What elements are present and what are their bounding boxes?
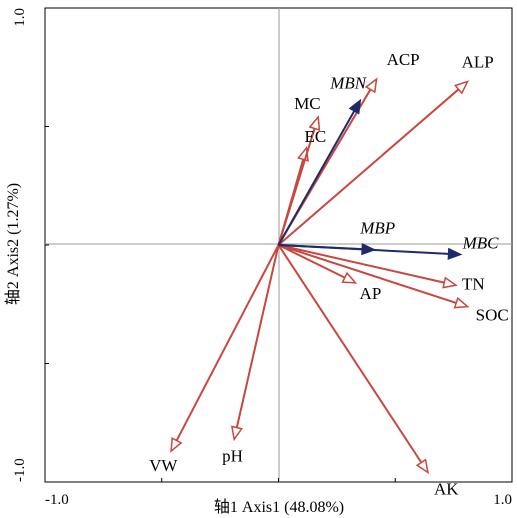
vector-group [170, 77, 470, 475]
vector-line [278, 244, 445, 284]
vector-line [277, 159, 305, 246]
vector-arrowhead [231, 425, 243, 442]
vector-alp [277, 80, 470, 246]
vector-ec [277, 145, 309, 246]
vector-arrowhead [453, 296, 470, 309]
vector-label-mbp: MBP [359, 219, 395, 238]
vector-label-vw: VW [149, 456, 178, 475]
y-axis-title: 轴2 Axis2 (1.27%) [4, 183, 22, 305]
vector-label-mbn: MBN [329, 73, 368, 92]
vector-line [278, 244, 449, 255]
vector-arrowhead [442, 276, 458, 289]
vector-ap [278, 244, 358, 284]
vector-line [277, 110, 356, 246]
vector-mbc [278, 244, 463, 260]
vector-line [278, 244, 457, 304]
vector-label-ec: EC [305, 127, 327, 146]
vector-label-mc: MC [294, 94, 320, 113]
vector-mbn [277, 98, 362, 246]
vector-label-soc: SOC [476, 306, 509, 325]
vector-soc [278, 244, 470, 309]
vector-label-tn: TN [462, 274, 485, 293]
vector-label-mbc: MBC [462, 233, 500, 252]
x-tick-label-max: 1.0 [493, 492, 512, 508]
vector-line [235, 244, 280, 428]
vector-label-ap: AP [360, 284, 382, 303]
vector-vw [170, 244, 280, 453]
y-tick-label-max: 1.0 [12, 8, 28, 27]
x-tick-label-min: -1.0 [45, 492, 69, 508]
vector-ph [231, 244, 280, 442]
vector-label-ak: AK [434, 480, 459, 499]
y-tick-label-min: -1.0 [12, 458, 28, 482]
vector-line [277, 88, 460, 246]
vector-arrowhead [447, 247, 463, 260]
vector-label-acp: ACP [387, 50, 420, 69]
vector-arrowhead [453, 80, 470, 95]
vector-line [175, 244, 280, 442]
vector-line [277, 244, 423, 464]
vector-tn [278, 244, 458, 289]
x-axis-title: 轴1 Axis1 (48.08%) [214, 498, 344, 516]
vector-arrowhead [341, 271, 358, 284]
axis-ticks [44, 7, 513, 483]
vector-arrowhead [170, 437, 183, 453]
vector-arrowhead [364, 77, 378, 94]
vector-arrowhead [308, 115, 321, 132]
vector-arrowhead [415, 458, 430, 475]
vector-line [278, 244, 346, 279]
vector-ak [277, 244, 430, 475]
vector-arrowhead [348, 98, 362, 115]
vector-label-group: ACP ALP MC EC AP TN SOC AK VW pH MBN MBP MBC [149, 50, 509, 498]
vector-label-alp: ALP [462, 52, 494, 71]
vector-label-ph: pH [222, 446, 243, 465]
vector-arrowhead [297, 145, 309, 162]
